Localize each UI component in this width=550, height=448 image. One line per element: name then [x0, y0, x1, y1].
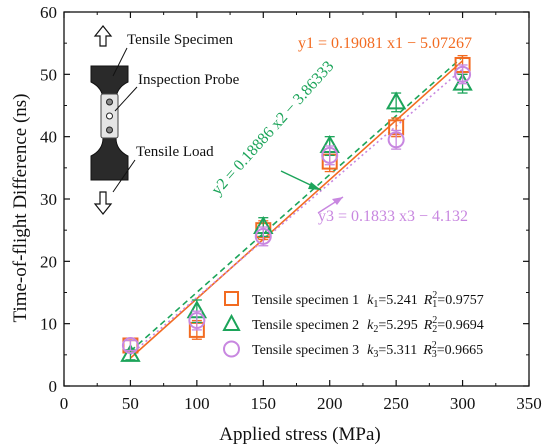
y-tick-label: 60 [40, 3, 57, 22]
legend-marker-triangle [222, 313, 241, 331]
fit-label-specimen-3: y3 = 0.1833 x3 − 4.132 [318, 208, 468, 225]
legend-k-symbol: k [367, 293, 374, 308]
legend-k-value: =5.241 [378, 293, 417, 308]
legend-item-specimen-1: Tensile specimen 1 k1=5.241 R2 1=0.9757 [224, 290, 484, 310]
legend-item-specimen-2: Tensile specimen 2 k2=5.295 R2 2=0.9694 [222, 313, 484, 335]
data-point-circle [254, 227, 272, 245]
down-arrow-icon [93, 191, 113, 215]
legend-r-value: =0.9694 [437, 318, 483, 333]
x-tick-label: 0 [60, 394, 69, 413]
leader-probe [114, 86, 138, 112]
data-point-circle [121, 336, 139, 354]
legend-r-subscript: 3 [432, 349, 437, 360]
legend-marker-square [224, 291, 239, 306]
y-tick-label: 50 [40, 65, 57, 84]
leader-load [112, 159, 136, 193]
specimen-shape [90, 65, 129, 181]
legend-label: Tensile specimen 3 [252, 343, 359, 358]
x-tick-label: 50 [122, 394, 139, 413]
leader-specimen [112, 47, 128, 77]
data-point-circle [454, 65, 472, 83]
arrow-specimen-2 [280, 170, 322, 191]
up-arrow-icon [93, 25, 113, 47]
legend-r-symbol: R [422, 343, 432, 358]
fit-line-specimen-2 [129, 56, 464, 352]
x-tick-label: 100 [184, 394, 210, 413]
data-point-circle [387, 131, 405, 149]
x-axis-title: Applied stress (MPa) [219, 424, 380, 445]
legend-k-value: =5.311 [378, 343, 417, 358]
legend-r-value: =0.9757 [437, 293, 483, 308]
legend-k-subscript: 3 [373, 349, 378, 360]
legend-r-symbol: R [423, 318, 433, 333]
legend-marker-circle [223, 340, 240, 358]
data-markers [120, 54, 473, 362]
data-point-circle [188, 312, 206, 330]
fit-label-specimen-1: y1 = 0.19081 x1 − 5.07267 [298, 35, 472, 52]
x-tick-label: 350 [516, 394, 542, 413]
data-point-triangle [385, 91, 407, 110]
legend-r-subscript: 1 [432, 299, 437, 310]
x-tick-label: 300 [450, 394, 476, 413]
legend: Tensile specimen 1 k1=5.241 R2 1=0.9757 Ten… [222, 290, 484, 360]
legend-label: Tensile specimen 2 [252, 318, 359, 333]
fit-lines [129, 56, 464, 359]
x-tick-label: 250 [383, 394, 409, 413]
legend-k-subscript: 2 [373, 324, 378, 335]
data-point-triangle [452, 72, 473, 91]
data-point-circle [321, 146, 339, 164]
fit-line-specimen-3 [129, 68, 464, 356]
arrow-specimen-3 [317, 196, 344, 214]
legend-r-value: =0.9665 [437, 343, 483, 358]
legend-k-symbol: k [367, 318, 374, 333]
y-tick-label: 0 [49, 377, 58, 396]
data-point-triangle [120, 343, 141, 362]
legend-r-superscript: 2 [432, 315, 437, 326]
legend-k-subscript: 1 [373, 299, 378, 310]
inset-diagram: Tensile Specimen Inspection Probe Tensil… [90, 25, 240, 215]
legend-r-symbol: R [423, 293, 433, 308]
y-axis-title: Time-of-flight Difference (ns) [10, 94, 31, 323]
x-tick-label: 150 [251, 394, 277, 413]
inset-label-specimen: Tensile Specimen [127, 32, 234, 48]
inset-label-load: Tensile Load [136, 144, 214, 160]
legend-r-subscript: 2 [432, 324, 437, 335]
legend-item-specimen-3: Tensile specimen 3 k3=5.311 R2 3=0.9665 [223, 340, 483, 360]
inset-label-probe: Inspection Probe [138, 72, 240, 88]
legend-label: Tensile specimen 1 [252, 293, 359, 308]
y-tick-label: 20 [40, 252, 57, 271]
legend-k-value: =5.295 [378, 318, 417, 333]
y-tick-label: 40 [40, 128, 57, 147]
y-tick-label: 10 [40, 315, 57, 334]
legend-r-superscript: 2 [432, 340, 437, 351]
fit-line-specimen-1 [129, 60, 464, 359]
y-tick-label: 30 [40, 190, 57, 209]
legend-k-symbol: k [367, 343, 374, 358]
legend-r-superscript: 2 [432, 290, 437, 301]
axes: 0 50 100 150 200 250 300 350 0 10 20 30 40 50 60 [40, 3, 542, 413]
x-tick-label: 200 [317, 394, 343, 413]
